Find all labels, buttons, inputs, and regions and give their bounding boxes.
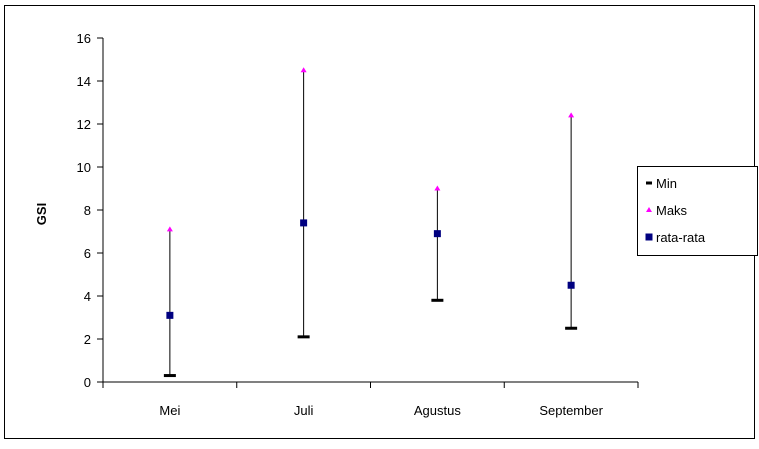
legend-label-maks: Maks — [656, 203, 688, 218]
x-tick-label: Agustus — [414, 403, 461, 418]
y-tick-label: 6 — [84, 246, 91, 261]
legend-marker-min — [646, 181, 652, 185]
y-tick-label: 10 — [77, 160, 91, 175]
maks-point — [568, 112, 575, 118]
rata-rata-point — [567, 281, 575, 289]
y-tick-label: 8 — [84, 203, 91, 218]
y-tick-label: 0 — [84, 375, 91, 390]
rata-rata-point — [166, 311, 174, 319]
min-point — [297, 335, 310, 339]
y-axis-label: GSI — [34, 203, 49, 225]
maks-point — [166, 226, 173, 232]
rata-rata-point — [433, 230, 441, 238]
y-tick-label: 4 — [84, 289, 91, 304]
y-tick-label: 12 — [77, 117, 91, 132]
x-tick-label: September — [539, 403, 603, 418]
x-tick-label: Mei — [159, 403, 180, 418]
chart-border — [4, 5, 755, 439]
legend-marker-rata-rata — [645, 233, 653, 241]
legend: Min Maks rata-rata — [637, 166, 758, 256]
rata-rata-point — [300, 219, 308, 227]
legend-marker-maks — [646, 207, 652, 212]
maks-point — [300, 67, 307, 73]
legend-label-min: Min — [656, 176, 677, 191]
min-point — [565, 326, 578, 330]
y-tick-label: 14 — [77, 74, 91, 89]
x-tick-label: Juli — [294, 403, 314, 418]
min-point — [163, 374, 176, 378]
y-tick-label: 16 — [77, 31, 91, 46]
legend-label-rata-rata: rata-rata — [656, 230, 706, 245]
min-point — [431, 298, 444, 302]
legend-box — [637, 166, 758, 256]
maks-point — [434, 185, 441, 191]
y-tick-label: 2 — [84, 332, 91, 347]
